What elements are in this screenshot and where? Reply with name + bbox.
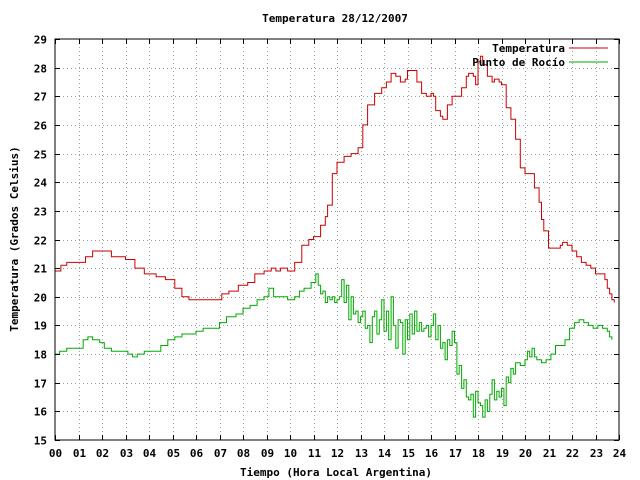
legend: Temperatura Punto de Rocío <box>472 42 608 69</box>
chart-title: Temperatura 28/12/2007 <box>262 12 408 25</box>
series-line-temperatura <box>55 55 615 303</box>
x-tick-label: 16 <box>425 447 439 460</box>
x-tick-label: 10 <box>284 447 297 460</box>
y-tick-label: 15 <box>34 435 47 448</box>
x-tick-label: 15 <box>402 447 415 460</box>
grid-lines <box>55 39 619 440</box>
x-tick-label: 06 <box>190 447 204 460</box>
x-tick-label: 09 <box>261 447 274 460</box>
x-tick-label: 11 <box>308 447 322 460</box>
x-tick-label: 02 <box>96 447 109 460</box>
x-tick-label: 21 <box>543 447 557 460</box>
x-tick-label: 13 <box>355 447 368 460</box>
y-tick-label: 24 <box>34 177 48 190</box>
x-tick-label: 14 <box>378 447 392 460</box>
x-tick-label: 07 <box>214 447 227 460</box>
y-tick-label: 18 <box>34 349 47 362</box>
x-tick-label: 12 <box>331 447 344 460</box>
x-tick-labels: 00 01 02 03 04 05 06 07 08 09 10 11 12 13 14 15 16 17 18 19… <box>49 447 627 460</box>
x-tick-label: 04 <box>143 447 157 460</box>
y-tick-label: 21 <box>34 263 48 276</box>
y-tick-label: 27 <box>34 91 47 104</box>
x-tick-label: 17 <box>449 447 462 460</box>
y-tick-label: 16 <box>34 406 48 419</box>
x-tick-label: 24 <box>613 447 627 460</box>
axis-ticks <box>55 39 620 441</box>
x-tick-label: 23 <box>590 447 603 460</box>
x-tick-label: 19 <box>496 447 509 460</box>
y-tick-label: 29 <box>34 34 47 47</box>
x-axis-label: Tiempo (Hora Local Argentina) <box>240 466 432 479</box>
y-tick-label: 20 <box>34 292 47 305</box>
y-tick-label: 17 <box>34 378 47 391</box>
y-tick-label: 19 <box>34 320 47 333</box>
legend-label-temperatura: Temperatura <box>492 42 565 55</box>
x-tick-label: 20 <box>519 447 532 460</box>
x-tick-label: 00 <box>49 447 62 460</box>
y-tick-label: 25 <box>34 149 47 162</box>
series-line-punto-de-rocio <box>55 273 613 418</box>
y-tick-label: 23 <box>34 206 47 219</box>
y-tick-labels: 15 16 17 18 19 20 21 22 23 24 25 26 27 28 29 <box>34 34 48 448</box>
y-axis-label: Temperatura (Grados Celsius) <box>8 146 21 331</box>
x-tick-label: 03 <box>120 447 133 460</box>
x-tick-label: 01 <box>73 447 87 460</box>
legend-label-punto-de-rocio: Punto de Rocío <box>472 56 565 69</box>
x-tick-label: 08 <box>237 447 250 460</box>
x-tick-label: 05 <box>167 447 180 460</box>
y-tick-label: 28 <box>34 63 47 76</box>
y-tick-label: 22 <box>34 235 47 248</box>
x-tick-label: 18 <box>472 447 485 460</box>
x-tick-label: 22 <box>566 447 579 460</box>
series-lines <box>55 55 615 418</box>
y-tick-label: 26 <box>34 120 48 133</box>
